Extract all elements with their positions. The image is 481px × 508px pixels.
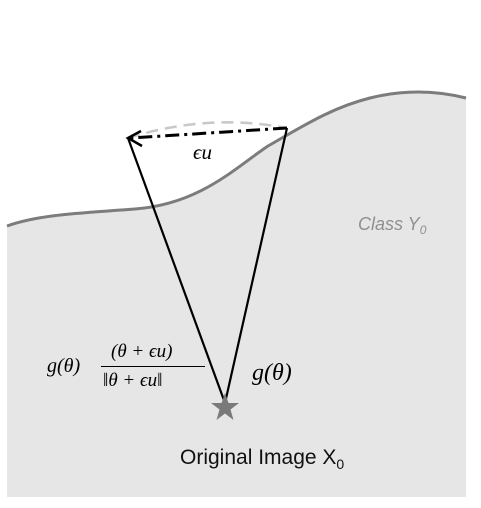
star-icon	[211, 393, 239, 420]
perturbation-vector	[130, 126, 288, 140]
fraction-denominator: ‖θ + ϵu‖	[103, 370, 163, 391]
decision-boundary	[6, 90, 467, 228]
g-theta-label: g(θ)	[252, 360, 292, 386]
ray-to-boundary	[223, 127, 289, 404]
fraction-numerator: (θ + ϵu)	[111, 341, 173, 362]
eps-u-label: ϵu	[193, 140, 212, 164]
ray-to-perturbed	[126, 137, 227, 404]
class-region	[7, 91, 466, 497]
dashed-arc	[127, 121, 288, 140]
class-label: Class Y0	[358, 214, 427, 237]
fraction-bar	[101, 366, 205, 367]
g-theta-prefix: g(θ)	[47, 355, 81, 377]
caption: Original Image X0	[180, 446, 345, 472]
